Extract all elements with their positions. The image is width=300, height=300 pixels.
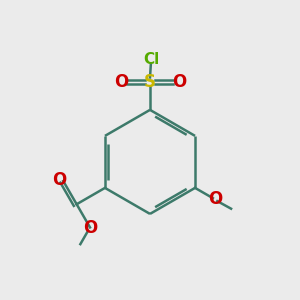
Text: O: O — [208, 190, 222, 208]
Text: Cl: Cl — [143, 52, 160, 68]
Text: O: O — [52, 171, 67, 189]
Text: O: O — [172, 73, 186, 91]
Text: O: O — [114, 73, 128, 91]
Text: S: S — [144, 73, 156, 91]
Text: O: O — [83, 219, 97, 237]
